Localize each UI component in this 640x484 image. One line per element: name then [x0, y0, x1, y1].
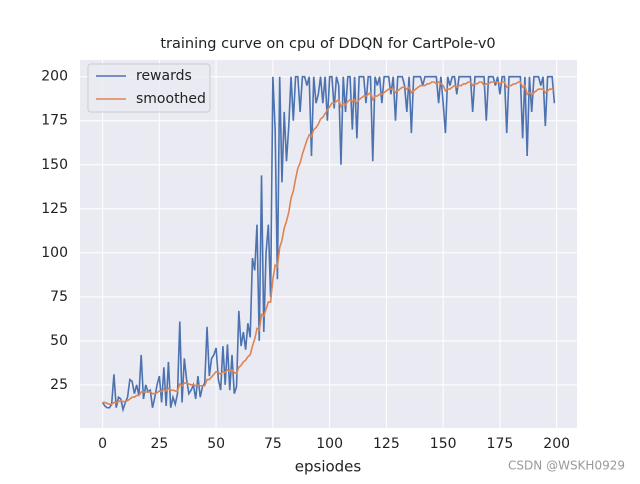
legend: rewards smoothed	[87, 63, 211, 113]
y-tick-label: 150	[41, 157, 68, 173]
legend-label: smoothed	[136, 91, 206, 107]
x-tick-label: 25	[150, 436, 168, 452]
y-tick-label: 200	[41, 69, 68, 85]
y-tick-label: 25	[50, 377, 68, 393]
x-tick-label: 150	[430, 436, 457, 452]
chart-title: training curve on cpu of DDQN for CartPo…	[160, 36, 495, 52]
y-tick-label: 175	[41, 113, 68, 129]
series-line	[101, 75, 556, 413]
series-line	[102, 80, 555, 406]
y-tick-label: 50	[50, 333, 68, 349]
x-tick-label: 125	[373, 436, 400, 452]
x-tick-label: 175	[487, 436, 514, 452]
x-tick-label: 200	[543, 436, 570, 452]
x-tick-label: 50	[207, 436, 225, 452]
plot-area	[80, 60, 577, 428]
x-axis-label: epsiodes	[295, 458, 362, 476]
y-tick-label: 125	[41, 201, 68, 217]
lines	[101, 75, 556, 413]
x-tick-label: 0	[98, 436, 107, 452]
grid	[80, 60, 577, 428]
x-tick-label: 100	[316, 436, 343, 452]
watermark: CSDN @WSKH0929	[508, 459, 625, 473]
y-tick-label: 75	[50, 289, 68, 305]
y-tick-label: 100	[41, 245, 68, 261]
x-tick-label: 75	[264, 436, 282, 452]
legend-label: rewards	[136, 68, 192, 84]
